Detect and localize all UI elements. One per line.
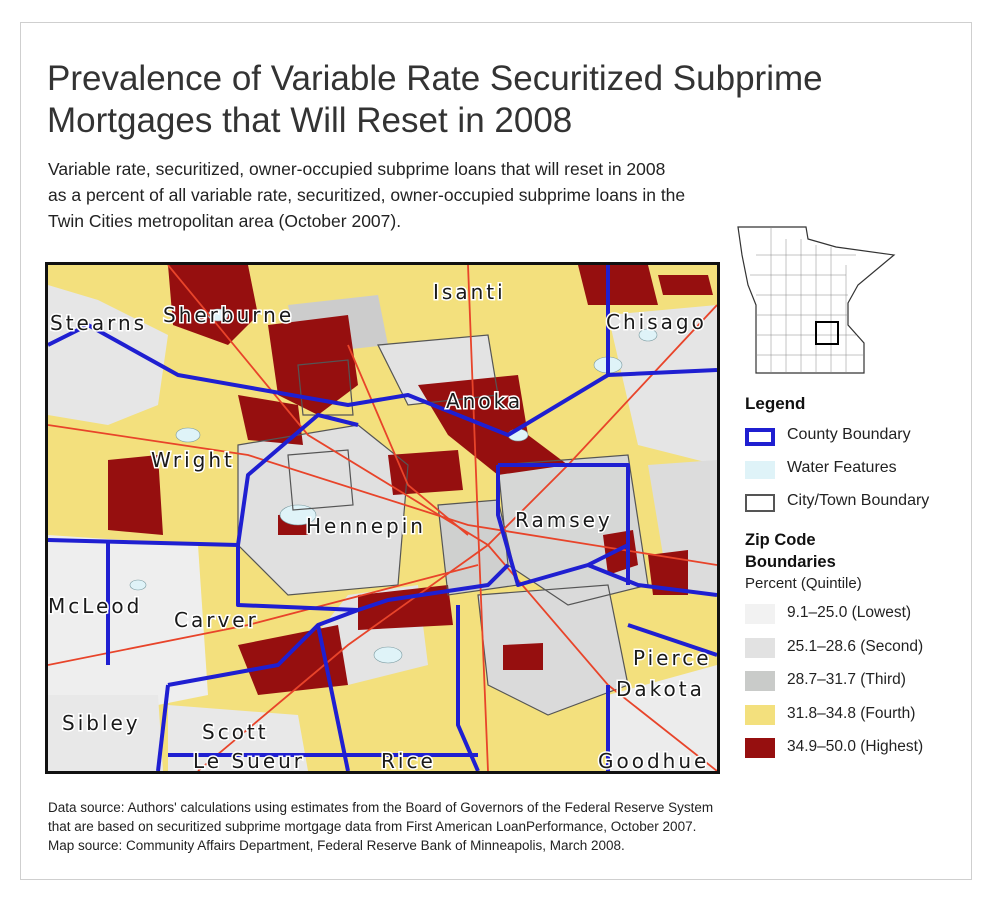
source-line-2: that are based on securitized subprime m… [48,819,697,834]
legend: Legend County Boundary Water Features Ci… [745,394,970,766]
county-label-stearns: Stearns [50,311,147,335]
zip-region [238,425,408,595]
twin-cities-map: Stearns Sherburne Isanti Chisago Anoka W… [45,262,720,774]
zip-region [608,665,717,771]
quintile-swatch [745,704,775,725]
county-label-mcleod: McLeod [48,594,142,618]
zip-region [478,585,628,715]
county-labels: Stearns Sherburne Isanti Chisago Anoka W… [48,279,712,772]
legend-label: Water Features [787,459,897,476]
county-label-carver: Carver [174,608,259,632]
county-label-wright: Wright [151,448,235,472]
zip-code-legend-title: Zip Code Boundaries [745,529,970,573]
legend-item-county-boundary: County Boundary [745,422,970,455]
zip-region [48,695,163,771]
county-grid [750,227,864,373]
twin-cities-locator-box [815,321,839,345]
zip-region-highest [108,455,163,535]
zip-title-line-1: Zip Code [745,531,816,549]
zip-title-line-2: Boundaries [745,553,836,571]
subtitle-line-3: Twin Cities metropolitan area (October 2… [48,211,402,231]
source-line-3: Map source: Community Affairs Department… [48,838,625,853]
county-boundary-swatch [745,428,775,446]
county-label-rice: Rice [381,749,436,771]
source-line-1: Data source: Authors' calculations using… [48,800,714,815]
figure-frame [20,22,972,880]
legend-label: City/Town Boundary [787,492,930,509]
zip-region-highest [578,265,658,305]
quintile-swatch [745,738,775,758]
minnesota-inset-map [737,226,896,374]
quintile-fourth: 31.8–34.8 (Fourth) [745,699,970,733]
county-label-goodhue: Goodhue [598,749,709,771]
water-features [129,308,658,664]
city-boundary-swatch [745,494,775,512]
zip-region-highest [388,450,463,495]
source-note: Data source: Authors' calculations using… [48,798,958,855]
county-label-scott: Scott [202,720,269,744]
roads [48,265,717,771]
zip-region-highest [648,550,688,595]
quintile-swatch [745,671,775,691]
quintile-lowest: 9.1–25.0 (Lowest) [745,598,970,632]
legend-item-city-boundary: City/Town Boundary [745,488,970,521]
county-label-sherburne: Sherburne [163,303,294,327]
county-label-ramsey: Ramsey [515,508,613,532]
map-canvas: Stearns Sherburne Isanti Chisago Anoka W… [48,265,717,771]
zip-region [608,305,717,465]
quintile-label: 9.1–25.0 (Lowest) [787,604,912,621]
zip-region [438,500,518,595]
county-boundaries [48,265,717,771]
county-label-isanti: Isanti [433,280,506,304]
title-line-1: Prevalence of Variable Rate Securitized … [47,59,823,98]
zip-region-highest [658,275,713,295]
quintile-highest: 34.9–50.0 (Highest) [745,732,970,766]
zip-region-highest [168,265,258,345]
county-label-dakota: Dakota [616,677,705,701]
quintile-label: 25.1–28.6 (Second) [787,637,924,655]
quintile-second: 25.1–28.6 (Second) [745,632,970,666]
county-label-sibley: Sibley [62,711,141,735]
zip-code-legend-subtitle: Percent (Quintile) [745,575,862,592]
zip-region [48,285,168,425]
legend-label: County Boundary [787,426,911,443]
figure-title: Prevalence of Variable Rate Securitized … [47,58,967,142]
zip-region [48,535,208,705]
legend-item-water-features: Water Features [745,455,970,488]
zip-region-highest [503,643,543,670]
county-label-le-sueur: Le Sueur [193,749,305,771]
county-label-pierce: Pierce [633,646,712,670]
quintile-swatch [745,637,775,658]
zip-region-highest [238,395,303,445]
quintile-label: 28.7–31.7 (Third) [787,671,906,688]
title-line-2: Mortgages that Will Reset in 2008 [47,101,573,140]
water-features-swatch [745,461,775,479]
county-label-hennepin: Hennepin [306,514,426,538]
quintile-swatch [745,604,775,624]
subtitle-line-2: as a percent of all variable rate, secur… [48,185,686,205]
zip-region-highest [358,585,453,630]
quintile-label: 34.9–50.0 (Highest) [787,738,924,755]
county-label-anoka: Anoka [446,389,523,413]
quintile-label: 31.8–34.8 (Fourth) [787,704,916,722]
county-label-chisago: Chisago [606,310,707,334]
zip-region-highest [268,315,358,415]
subtitle-line-1: Variable rate, securitized, owner-occupi… [48,159,666,179]
figure-subtitle: Variable rate, securitized, owner-occupi… [48,156,928,234]
quintile-third: 28.7–31.7 (Third) [745,665,970,699]
legend-title: Legend [745,394,806,413]
